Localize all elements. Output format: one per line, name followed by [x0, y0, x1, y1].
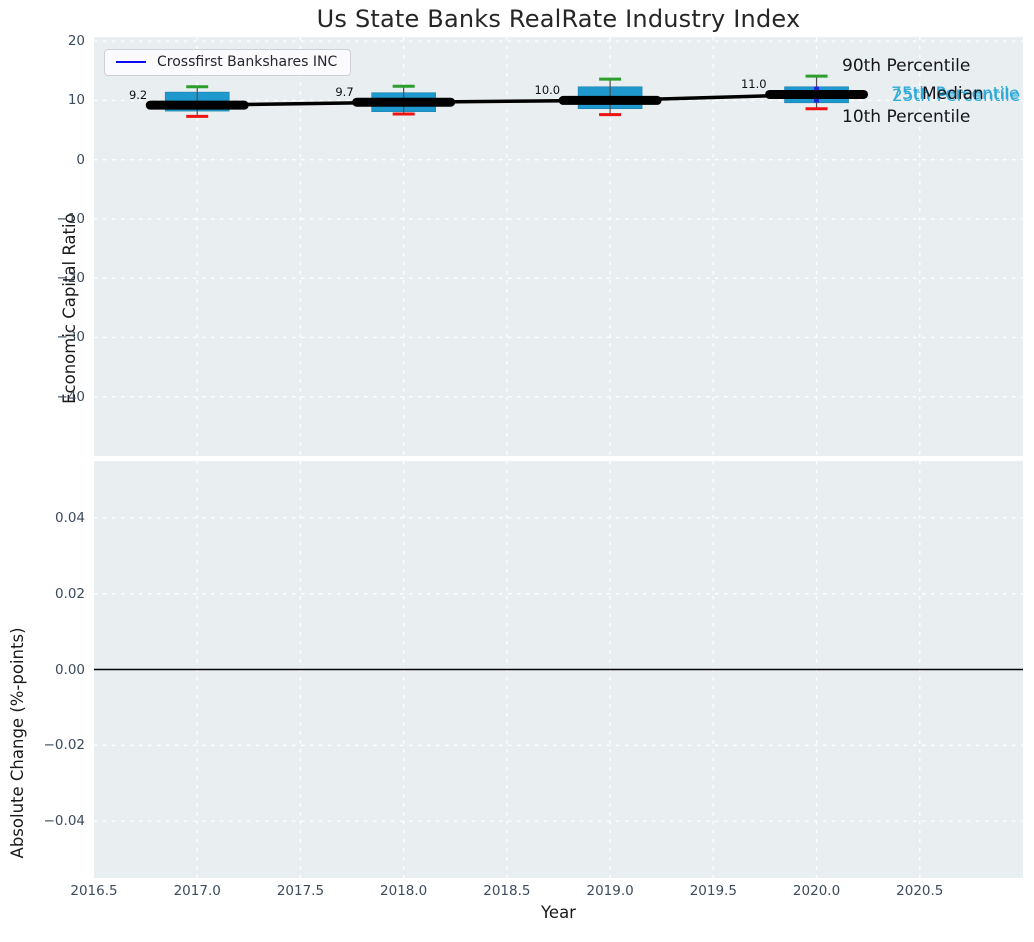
value-label: 10.0 — [534, 83, 561, 98]
legend-label: Crossfirst Bankshares INC — [157, 54, 338, 70]
bottom-plot-canvas — [94, 461, 1023, 878]
x-tick-label: 2017.0 — [173, 883, 221, 899]
annotation-75th-percentile: 75th Percentile — [891, 84, 1020, 104]
value-label: 9.7 — [335, 85, 354, 100]
y-tick-label: −40 — [56, 388, 86, 405]
y-tick-label: 0.02 — [54, 585, 85, 602]
x-tick-label: 2019.0 — [586, 883, 634, 899]
bottom-y-axis-label: Absolute Change (%-points) — [8, 627, 27, 859]
x-tick-label: 2020.0 — [792, 883, 841, 899]
bottom-plot-area — [94, 461, 1023, 878]
x-tick-label: 2020.5 — [896, 883, 944, 899]
value-label: 11.0 — [740, 77, 767, 92]
x-axis-label: Year — [541, 903, 576, 922]
annotation-90th-percentile: 90th Percentile — [842, 56, 971, 76]
y-tick-label: 0.04 — [54, 509, 85, 526]
y-tick-label: −0.02 — [43, 737, 85, 754]
top-y-axis-label: Economic Capital Ratio — [60, 213, 79, 404]
x-tick-label: 2017.5 — [276, 883, 325, 899]
y-tick-label: 0.00 — [54, 661, 85, 678]
y-tick-label: −0.04 — [43, 813, 85, 830]
y-tick-label: −10 — [56, 210, 86, 227]
y-tick-label: −30 — [56, 329, 86, 346]
value-label: 9.2 — [128, 88, 148, 103]
y-tick-label: 0 — [76, 151, 85, 168]
x-tick-label: 2018.5 — [483, 883, 531, 899]
x-tick-label: 2019.5 — [689, 883, 737, 899]
y-tick-label: 10 — [67, 92, 85, 109]
x-tick-label: 2018.0 — [380, 883, 428, 899]
company-line — [197, 92, 817, 107]
annotation-median: Median — [922, 84, 984, 104]
legend: Crossfirst Bankshares INC — [104, 49, 352, 76]
y-tick-label: −20 — [56, 270, 86, 287]
legend-line-icon — [116, 61, 146, 63]
annotation-25th-percentile: 25th Percentile — [892, 85, 1021, 106]
y-tick-label: 20 — [67, 33, 85, 50]
chart-title: Us State Banks RealRate Industry Index — [316, 5, 801, 33]
top-plot-area: Crossfirst Bankshares INC 75th Percentil… — [94, 37, 1023, 456]
top-plot-canvas — [94, 37, 1023, 456]
x-tick-label: 2016.5 — [70, 883, 118, 899]
annotation-10th-percentile: 10th Percentile — [842, 107, 971, 127]
